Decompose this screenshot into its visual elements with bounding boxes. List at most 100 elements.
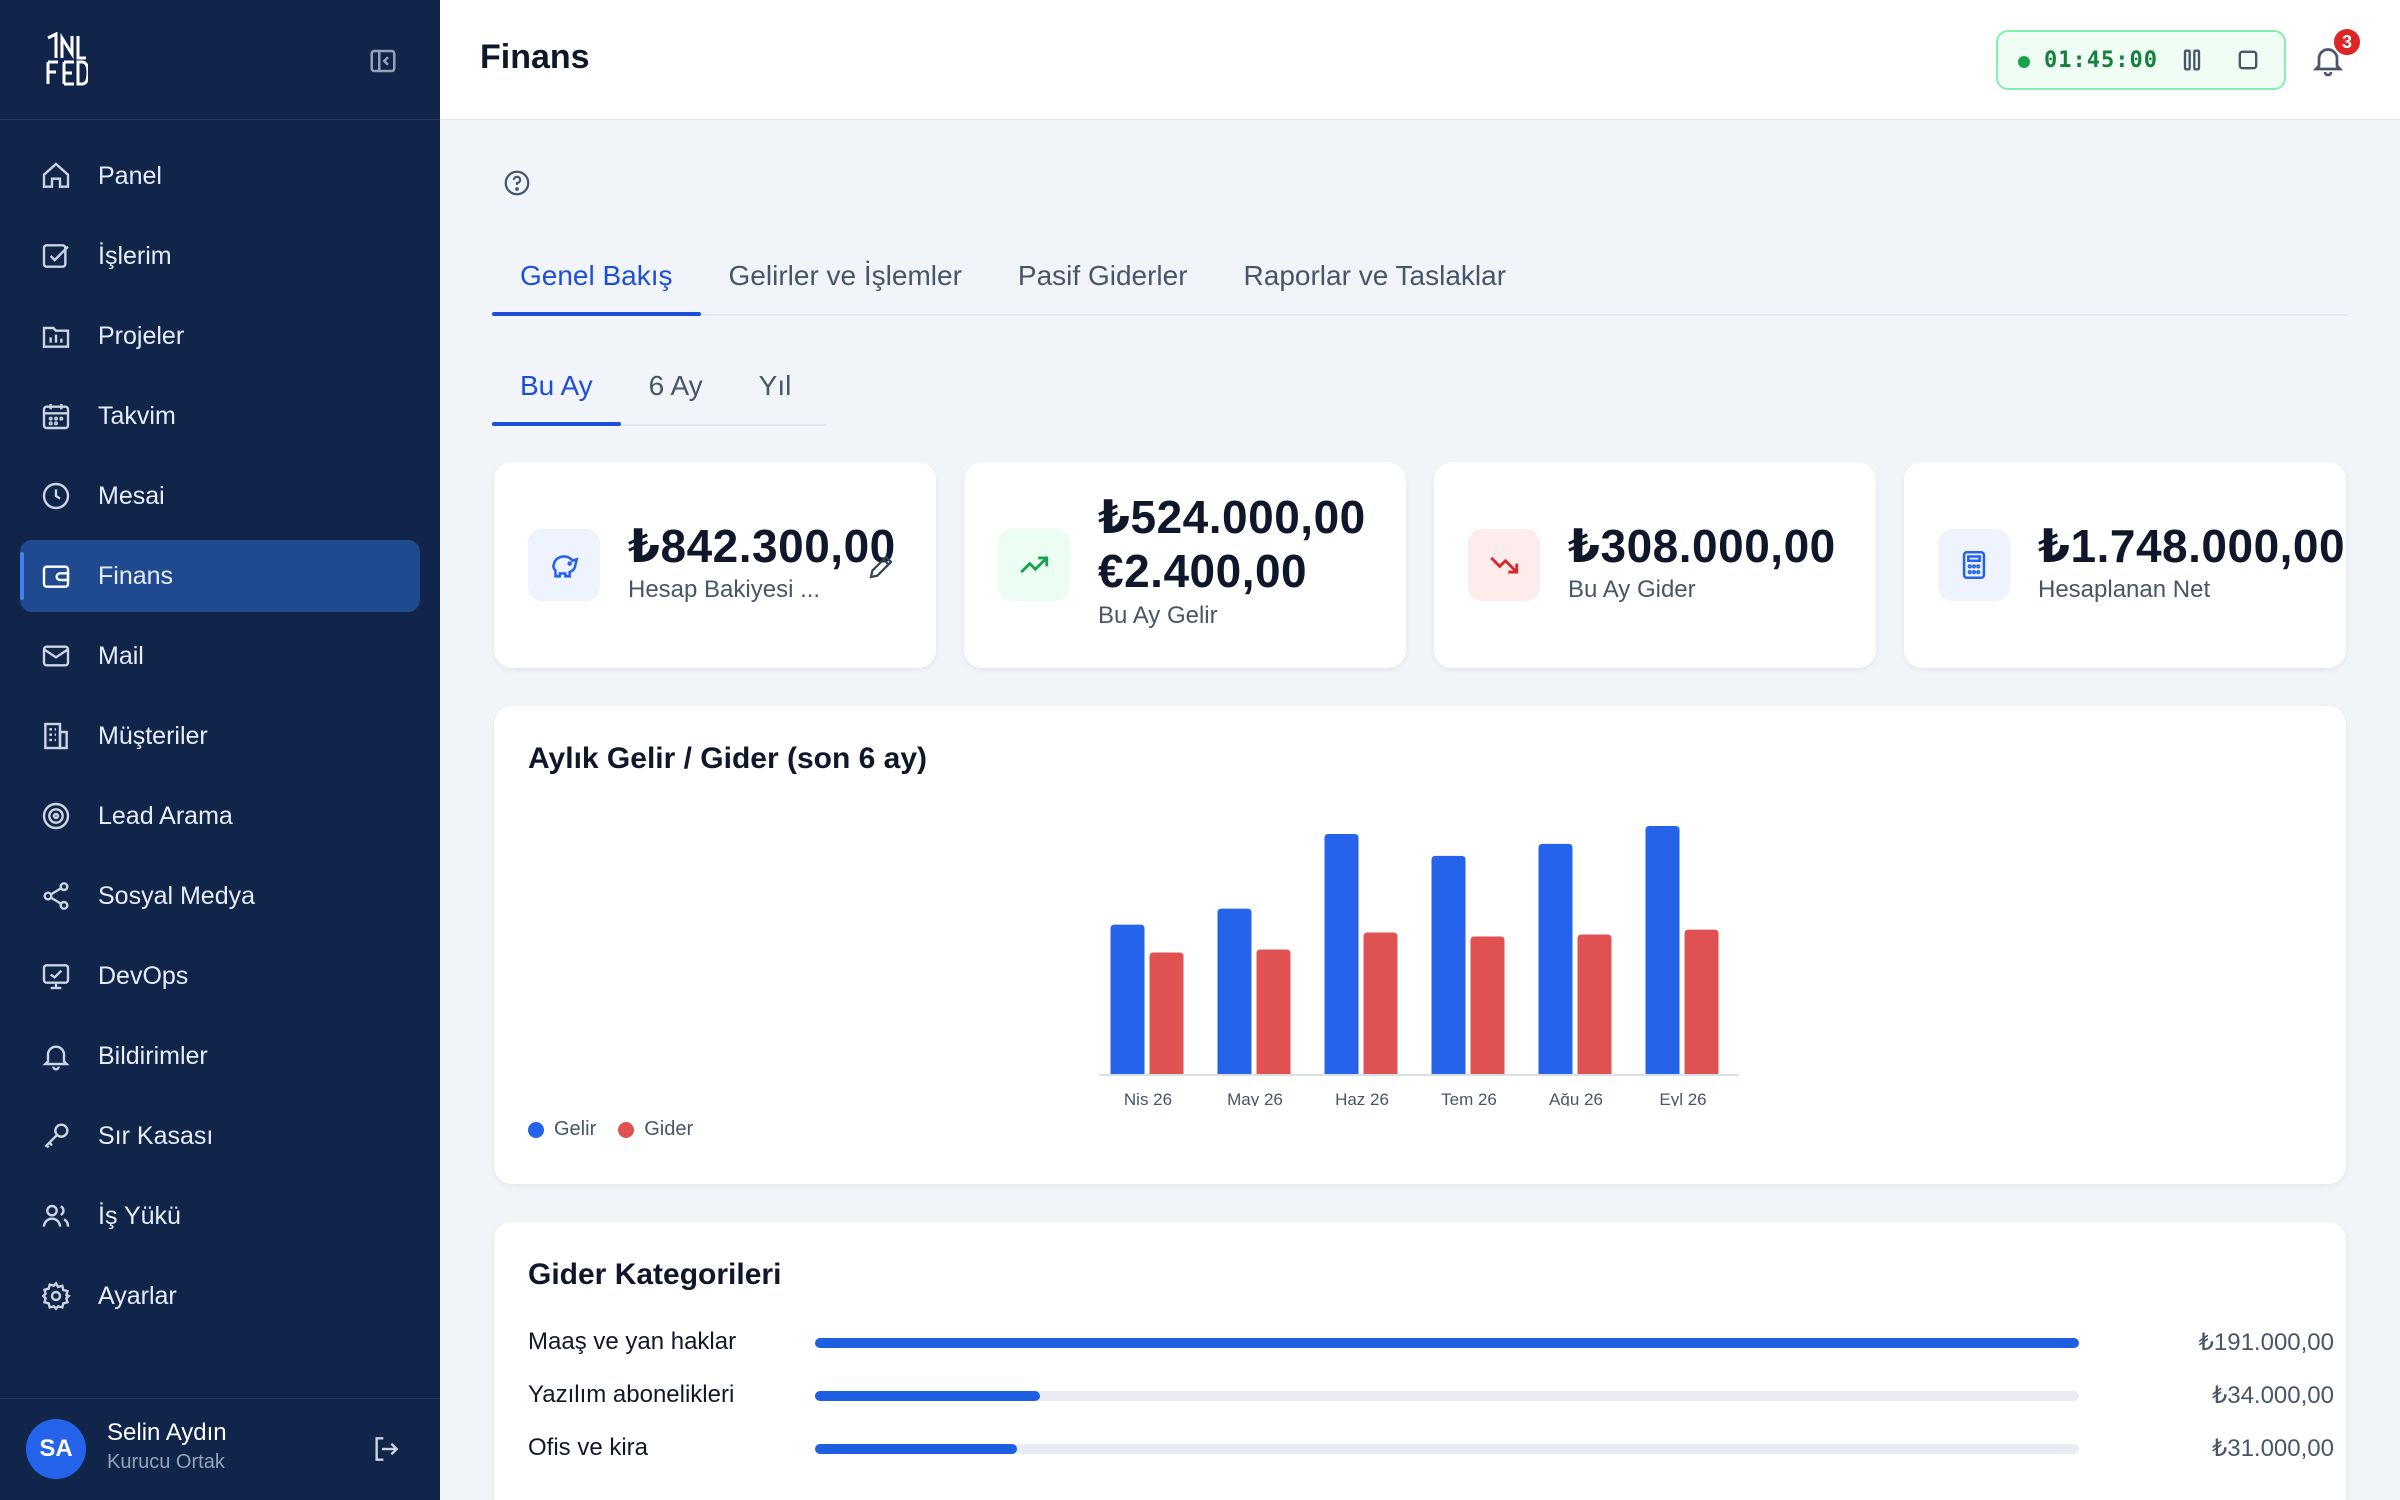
bell-icon	[40, 1040, 72, 1072]
bar-gelir-5[interactable]	[1645, 825, 1680, 1074]
legend-item-gelir[interactable]: Gelir	[528, 1118, 596, 1141]
stat-card-income: ₺524.000,00 €2.400,00 Bu Ay Gelir	[964, 462, 1406, 668]
sidebar-item-label: Projeler	[98, 321, 185, 350]
tab-raporlar-ve-taslaklar[interactable]: Raporlar ve Taslaklar	[1243, 260, 1507, 291]
bar-gelir-1[interactable]	[1217, 908, 1252, 1074]
bar-gelir-0[interactable]	[1110, 924, 1145, 1074]
logout-icon[interactable]	[370, 1433, 402, 1465]
sidebar-item-label: Mail	[98, 641, 144, 670]
checkbox-icon	[40, 240, 72, 272]
avatar[interactable]: SA	[26, 1419, 86, 1479]
target-icon	[40, 800, 72, 832]
sidebar-item-devops[interactable]: DevOps	[20, 940, 420, 1012]
bar-gider-4[interactable]	[1577, 934, 1612, 1074]
sidebar-item-ayarlar[interactable]: Ayarlar	[20, 1260, 420, 1332]
chart-title: Aylık Gelir / Gider (son 6 ay)	[528, 742, 928, 775]
sidebar-item-label: DevOps	[98, 961, 189, 990]
sidebar-item-label: İş Yükü	[98, 1201, 181, 1230]
bar-gider-5[interactable]	[1684, 929, 1719, 1074]
sidebar-item-label: Finans	[98, 561, 174, 590]
sidebar-item-is-yuku[interactable]: İş Yükü	[20, 1180, 420, 1252]
net-label: Hesaplanan Net	[2038, 576, 2211, 603]
stat-card-balance: ₺842.300,00 Hesap Bakiyesi ...	[494, 462, 936, 668]
sidebar-item-sosyal-medya[interactable]: Sosyal Medya	[20, 860, 420, 932]
income-expense-bar-chart: Nis 26 May 26 Haz 26 Tem 26 Ağu 26 Eyl 26	[1099, 825, 1739, 1106]
sidebar-item-bildirimler[interactable]: Bildirimler	[20, 1020, 420, 1092]
building-icon	[40, 720, 72, 752]
legend-label: Gider	[644, 1118, 694, 1140]
stop-icon[interactable]	[2234, 46, 2262, 74]
tab-bu-ay[interactable]: Bu Ay	[492, 360, 621, 426]
bar-gelir-2[interactable]	[1324, 833, 1359, 1074]
legend-label: Gelir	[554, 1118, 597, 1140]
tab-yil[interactable]: Yıl	[758, 370, 792, 401]
help-icon[interactable]	[502, 168, 532, 198]
category-bar-fill	[815, 1338, 2079, 1348]
sidebar-item-takvim[interactable]: Takvim	[20, 380, 420, 452]
wallet-icon	[40, 560, 72, 592]
edit-pencil-icon[interactable]	[866, 552, 896, 582]
legend-item-gider[interactable]: Gider	[618, 1118, 693, 1141]
stat-card-net: ₺1.748.000,00 Hesaplanan Net	[1904, 462, 2346, 668]
sidebar-item-projeler[interactable]: Projeler	[20, 300, 420, 372]
clock-icon	[40, 480, 72, 512]
sidebar-item-label: Müşteriler	[98, 721, 208, 750]
user-role: Kurucu Ortak	[107, 1451, 225, 1473]
categories-title: Gider Kategorileri	[528, 1258, 782, 1291]
sidebar-item-lead-arama[interactable]: Lead Arama	[20, 780, 420, 852]
expense-label: Bu Ay Gider	[1568, 576, 1696, 603]
x-tick-label: Eyl 26	[1659, 1090, 1706, 1106]
sidebar-item-label: Bildirimler	[98, 1041, 208, 1070]
trending-down-icon	[1468, 529, 1540, 601]
expense-categories-card: Gider Kategorileri Maaş ve yan haklar ₺1…	[494, 1222, 2346, 1500]
x-tick-label: Nis 26	[1124, 1090, 1172, 1106]
category-bar-track	[815, 1391, 2079, 1401]
share-icon	[40, 880, 72, 912]
sidebar-item-mail[interactable]: Mail	[20, 620, 420, 692]
tab-genel-bakis[interactable]: Genel Bakış	[492, 248, 701, 316]
sidebar-collapse-icon[interactable]	[366, 46, 400, 76]
bar-gider-3[interactable]	[1470, 936, 1505, 1074]
work-timer: 01:45:00	[1996, 30, 2286, 90]
top-bar: Finans 01:45:00 3	[440, 0, 2400, 120]
sidebar-item-finans[interactable]: Finans	[20, 540, 420, 612]
sidebar-item-label: Lead Arama	[98, 801, 233, 830]
sidebar-item-label: Sosyal Medya	[98, 881, 256, 910]
calculator-icon	[1938, 529, 2010, 601]
company-logo	[46, 32, 88, 86]
notification-bell-icon[interactable]	[2310, 42, 2346, 78]
bar-gider-2[interactable]	[1363, 932, 1398, 1074]
bar-gelir-3[interactable]	[1431, 855, 1466, 1074]
sidebar-item-sir-kasasi[interactable]: Sır Kasası	[20, 1100, 420, 1172]
category-row: Ofis ve kira ₺31.000,00	[528, 1430, 2334, 1470]
home-icon	[40, 160, 72, 192]
category-amount: ₺191.000,00	[2198, 1329, 2334, 1356]
sidebar-item-islerim[interactable]: İşlerim	[20, 220, 420, 292]
category-bar-fill	[815, 1444, 1018, 1454]
user-name: Selin Aydın	[107, 1419, 227, 1446]
legend-swatch	[618, 1121, 635, 1138]
period-tabs: Bu Ay 6 Ay Yıl	[492, 360, 826, 426]
category-row: Yazılım abonelikleri ₺34.000,00	[528, 1377, 2334, 1417]
tab-pasif-giderler[interactable]: Pasif Giderler	[1017, 260, 1188, 291]
tab-6-ay[interactable]: 6 Ay	[648, 370, 703, 401]
sidebar-item-musteriler[interactable]: Müşteriler	[20, 700, 420, 772]
bar-gider-1[interactable]	[1256, 949, 1291, 1074]
category-bar-track	[815, 1444, 2079, 1454]
folder-chart-icon	[40, 320, 72, 352]
tab-gelirler-ve-islemler[interactable]: Gelirler ve İşlemler	[728, 260, 962, 291]
category-bar-fill	[815, 1391, 1040, 1401]
user-panel: SA Selin Aydın Kurucu Ortak	[0, 1398, 440, 1500]
category-amount: ₺31.000,00	[2211, 1435, 2334, 1462]
gear-icon	[40, 1280, 72, 1312]
timer-status-dot	[2018, 56, 2030, 68]
bar-gelir-4[interactable]	[1538, 843, 1573, 1074]
category-amount: ₺34.000,00	[2211, 1382, 2334, 1409]
bar-gider-0[interactable]	[1149, 952, 1184, 1074]
sidebar-item-mesai[interactable]: Mesai	[20, 460, 420, 532]
sidebar-item-label: Takvim	[98, 401, 176, 430]
pause-icon[interactable]	[2178, 46, 2206, 74]
monthly-chart-card: Aylık Gelir / Gider (son 6 ay) Nis 26 May…	[494, 706, 2346, 1184]
x-tick-label: Tem 26	[1441, 1090, 1497, 1106]
sidebar-item-panel[interactable]: Panel	[20, 140, 420, 212]
